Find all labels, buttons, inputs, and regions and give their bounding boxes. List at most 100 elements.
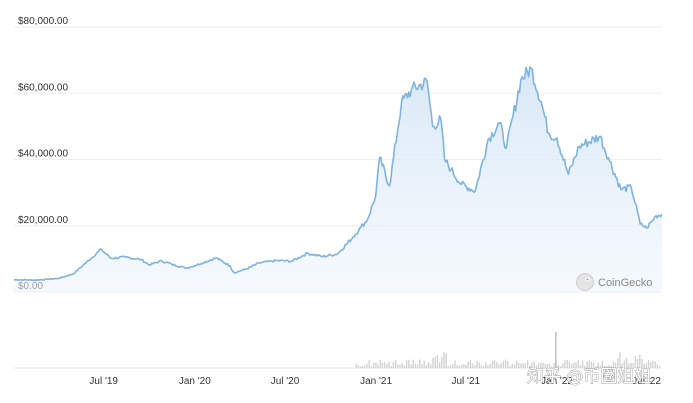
volume-bar — [357, 365, 359, 368]
volume-bar — [575, 362, 577, 368]
volume-bar — [394, 359, 397, 368]
volume-bar — [500, 363, 502, 368]
x-tick-label: Jul '19 — [89, 376, 118, 387]
volume-bar — [397, 364, 399, 368]
volume-bar — [570, 363, 573, 368]
volume-bar — [465, 364, 467, 368]
volume-bar — [509, 366, 511, 368]
volume-bar — [368, 360, 370, 368]
volume-bar — [606, 365, 608, 368]
volume-bar — [421, 364, 423, 368]
volume-bar — [361, 366, 364, 368]
volume-bar — [434, 356, 436, 368]
volume-bar — [599, 365, 601, 368]
volume-bar — [370, 366, 373, 368]
volume-bar — [515, 360, 518, 368]
zhihu-credit-watermark: 知乎 @币圈姐姐 — [527, 367, 651, 387]
x-tick-label: Jan '22 — [541, 376, 573, 387]
volume-bar — [535, 365, 538, 368]
volume-bar — [493, 360, 496, 368]
volume-bar — [542, 362, 544, 368]
volume-bar — [485, 362, 487, 368]
volume-bar — [507, 361, 509, 368]
volume-bar — [645, 362, 648, 368]
volume-bar — [377, 364, 379, 368]
volume-bar — [553, 363, 555, 368]
volume-bar — [597, 362, 599, 368]
volume-bar — [454, 360, 456, 368]
volume-bar — [603, 365, 606, 368]
volume-bar — [531, 362, 533, 368]
volume-bar — [423, 360, 425, 368]
volume-bar — [610, 365, 612, 368]
volume-bar — [432, 357, 434, 368]
volume-bar — [584, 365, 586, 368]
volume-bar — [410, 364, 412, 368]
volume-bar — [355, 363, 357, 368]
volume-bar — [471, 363, 474, 368]
volume-bar — [436, 355, 439, 368]
volume-bar — [443, 352, 445, 368]
volume-bar — [513, 364, 516, 368]
volume-bar — [630, 363, 632, 368]
y-tick-label: $20,000.00 — [18, 215, 68, 226]
volume-bar — [476, 360, 478, 368]
coingecko-watermark-text: CoinGecko — [598, 277, 652, 289]
volume-bar — [562, 363, 564, 368]
volume-bar — [608, 365, 610, 368]
price-line — [13, 66, 663, 282]
volume-bar — [544, 364, 546, 368]
volume-bar — [504, 359, 507, 368]
volume-bar — [408, 359, 410, 368]
volume-bar — [537, 363, 540, 368]
volume-bar — [383, 361, 386, 368]
volume-bar — [524, 363, 527, 368]
volume-bar — [401, 362, 403, 368]
volume-bar — [414, 363, 417, 368]
y-tick-label: $60,000.00 — [18, 82, 68, 93]
volume-bar — [625, 357, 628, 368]
volume-bar — [388, 361, 390, 368]
x-axis-labels: Jul '19 Jan '20 Jul '20 Jan '21 Jul '21 Jan '… — [89, 376, 661, 387]
volume-bar — [647, 359, 650, 368]
coingecko-watermark: CoinGecko — [576, 273, 652, 291]
volume-bar — [412, 359, 414, 368]
volume-bar — [447, 366, 450, 368]
volume-bar — [375, 362, 377, 368]
volume-bar — [586, 361, 588, 368]
volume-bar — [386, 364, 388, 368]
volume-bar — [590, 361, 593, 368]
volume-panel — [14, 332, 662, 369]
volume-bar — [405, 360, 408, 368]
volume-bar — [557, 364, 560, 368]
volume-bar — [581, 360, 584, 368]
volume-bar — [458, 365, 461, 368]
volume-bar — [555, 332, 557, 368]
volume-bar — [650, 362, 652, 368]
price-series — [13, 66, 663, 292]
volume-bar — [496, 362, 498, 368]
volume-bar — [559, 366, 562, 368]
volume-bar — [588, 360, 590, 368]
volume-bar — [546, 364, 549, 368]
volume-bar — [522, 363, 524, 368]
y-axis-labels: $80,000.00 $60,000.00 $40,000.00 $20,000.00… — [18, 16, 68, 292]
volume-bar — [489, 363, 491, 368]
volume-bar — [641, 359, 643, 368]
volume-bar — [456, 365, 458, 368]
volume-bar — [498, 364, 500, 368]
volume-bar — [529, 365, 531, 368]
volume-bar — [634, 356, 637, 368]
volume-bar — [612, 361, 615, 368]
y-tick-label: $80,000.00 — [18, 16, 68, 27]
volume-bar — [359, 366, 362, 368]
volume-bar — [502, 360, 505, 368]
volume-bar — [617, 358, 619, 368]
x-tick-label: Jul '20 — [271, 376, 300, 387]
volume-bar — [390, 366, 392, 368]
volume-bar — [564, 360, 566, 368]
volume-bar — [511, 364, 513, 368]
volume-bar — [518, 363, 520, 368]
volume-bar — [467, 361, 469, 368]
volume-bar — [366, 363, 368, 368]
